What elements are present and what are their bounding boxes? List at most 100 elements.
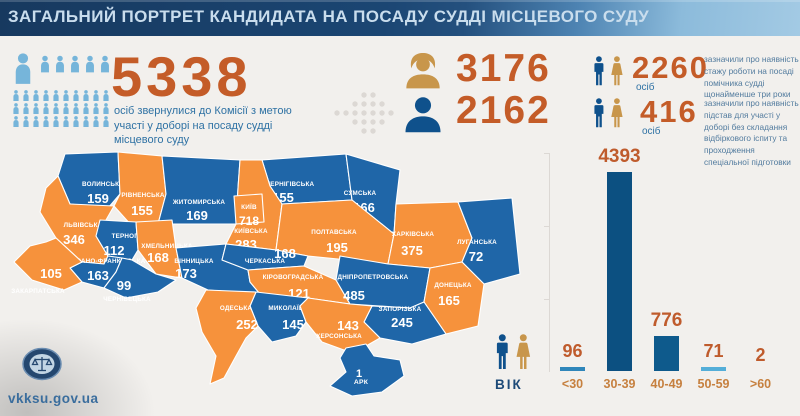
- map-region-luhansk: ЛУГАНСЬКА 72: [457, 197, 521, 285]
- region-value: 169: [186, 208, 208, 223]
- chart-y-axis: [549, 153, 550, 372]
- person-icon: [13, 103, 19, 114]
- male-count: 2162: [456, 89, 551, 132]
- region-shape: [103, 257, 177, 299]
- person-icon: [73, 90, 79, 101]
- region-value: 112: [104, 243, 125, 258]
- axis-tick: [544, 153, 550, 154]
- bar-category-label: 40-49: [650, 377, 683, 391]
- person-icon: [63, 103, 69, 114]
- man-icon: [594, 56, 604, 86]
- experience-description: зазначили про наявність стажу роботи на …: [704, 54, 799, 100]
- region-value: 165: [438, 293, 460, 308]
- person-icon: [53, 116, 59, 127]
- person-icon: [93, 116, 99, 127]
- header-bar: ЗАГАЛЬНИЙ ПОРТРЕТ КАНДИДАТА НА ПОСАДУ СУ…: [0, 0, 800, 36]
- person-icon: [83, 90, 89, 101]
- map-region-kyiv_city: КИЇВ 718: [233, 193, 265, 228]
- region-name: КИЇВ: [241, 203, 257, 211]
- person-icon: [23, 90, 29, 101]
- region-value: 168: [274, 246, 296, 261]
- exemption-unit: осіб: [642, 126, 661, 137]
- region-value: 72: [469, 249, 483, 264]
- region-shape: [195, 289, 259, 385]
- region-name: ЛУГАНСЬКА: [457, 239, 497, 246]
- person-icon: [43, 103, 49, 114]
- person-icon: [13, 116, 19, 127]
- bar-category-label: >60: [749, 377, 772, 391]
- map-region-zakarpattia: ЗАКАРПАТСЬКА 105: [11, 237, 83, 295]
- region-name: ЗАПОРІЗЬКА: [379, 306, 422, 313]
- people-pictogram: [12, 53, 112, 131]
- scales-icon: [31, 357, 53, 372]
- woman-icon: [611, 56, 623, 86]
- axis-tick: [544, 226, 550, 227]
- region-name: ДОНЕЦЬКА: [434, 282, 472, 289]
- bar-category-label: 30-39: [603, 377, 636, 391]
- region-name: ВОЛИНСЬКА: [82, 181, 124, 188]
- map-region-zhytomyr: ЖИТОМИРСЬКА 169: [157, 155, 241, 225]
- person-icon: [73, 103, 79, 114]
- man-woman-icons: [592, 98, 624, 128]
- person-icon: [93, 90, 99, 101]
- person-icon: [103, 90, 109, 101]
- man-icon: [594, 98, 604, 128]
- experience-unit: осіб: [636, 82, 655, 93]
- person-icon: [86, 55, 94, 73]
- age-bar-<30: [560, 367, 585, 371]
- exemption-description: зазначили про наявність підстав для учас…: [704, 98, 799, 167]
- map-region-ivano: ІВАНО-ФРАНКІВСЬКА 163: [69, 255, 146, 289]
- page-title: ЗАГАЛЬНИЙ ПОРТРЕТ КАНДИДАТА НА ПОСАДУ СУ…: [8, 7, 650, 26]
- person-icon: [53, 90, 59, 101]
- person-icon: [33, 103, 39, 114]
- total-applicants-description: осіб звернулися до Комісії з метою участ…: [114, 105, 292, 147]
- female-icon: [400, 50, 446, 95]
- bar-value: 4393: [598, 146, 641, 167]
- dotted-arrow-decoration: [331, 89, 403, 144]
- region-name: МИКОЛАЇВСЬКА: [268, 304, 321, 312]
- region-value: 245: [391, 315, 413, 330]
- region-name: ЛЬВІВСЬКА: [64, 222, 103, 229]
- woman-icon: [611, 98, 623, 128]
- region-value: 155: [131, 203, 153, 218]
- region-name: КІРОВОГРАДСЬКА: [263, 274, 324, 281]
- bar-category-label: 50-59: [697, 377, 730, 391]
- person-icon: [33, 116, 39, 127]
- region-value: 168: [147, 250, 169, 265]
- person-icon: [83, 103, 89, 114]
- region-name: ХМЕЛЬНИЦЬКА: [141, 243, 193, 250]
- person-icon: [43, 116, 49, 127]
- region-shape: [329, 343, 405, 397]
- region-value: 145: [282, 317, 304, 332]
- person-icon: [63, 116, 69, 127]
- person-icon: [33, 90, 39, 101]
- person-icon: [43, 90, 49, 101]
- region-name: СУМСЬКА: [344, 190, 377, 197]
- male-icon: [400, 92, 446, 139]
- region-value: 173: [175, 266, 197, 281]
- region-shape: [233, 193, 265, 225]
- map-region-odesa: ОДЕСЬКА 252: [195, 289, 259, 385]
- man-woman-icons: [592, 56, 624, 86]
- region-value: 143: [337, 318, 359, 333]
- exemption-count: 416: [640, 94, 698, 129]
- map-region-chernivtsi: ЧЕРНІВЕЦЬКА 99: [103, 257, 177, 303]
- person-icon: [63, 90, 69, 101]
- age-bar-30-39: [607, 172, 632, 371]
- region-value: 99: [117, 278, 131, 293]
- region-name: ІВАНО-ФРАНКІВСЬКА: [75, 258, 146, 265]
- map-region-dnipro: ДНІПРОПЕТРОВСЬКА 485: [335, 255, 431, 309]
- person-icon: [93, 103, 99, 114]
- woman-icon: [516, 334, 530, 370]
- total-applicants-number: 5338: [111, 45, 252, 108]
- person-icon: [101, 55, 109, 73]
- region-name: ПОЛТАВСЬКА: [311, 229, 357, 236]
- experience-count: 2260: [632, 50, 709, 85]
- bar-value: 776: [650, 310, 683, 331]
- region-name: ЧЕРКАСЬКА: [245, 258, 286, 265]
- person-icon: [56, 55, 64, 73]
- region-value: 485: [343, 288, 365, 303]
- age-bar-50-59: [701, 367, 726, 371]
- bar-value: 71: [703, 341, 724, 361]
